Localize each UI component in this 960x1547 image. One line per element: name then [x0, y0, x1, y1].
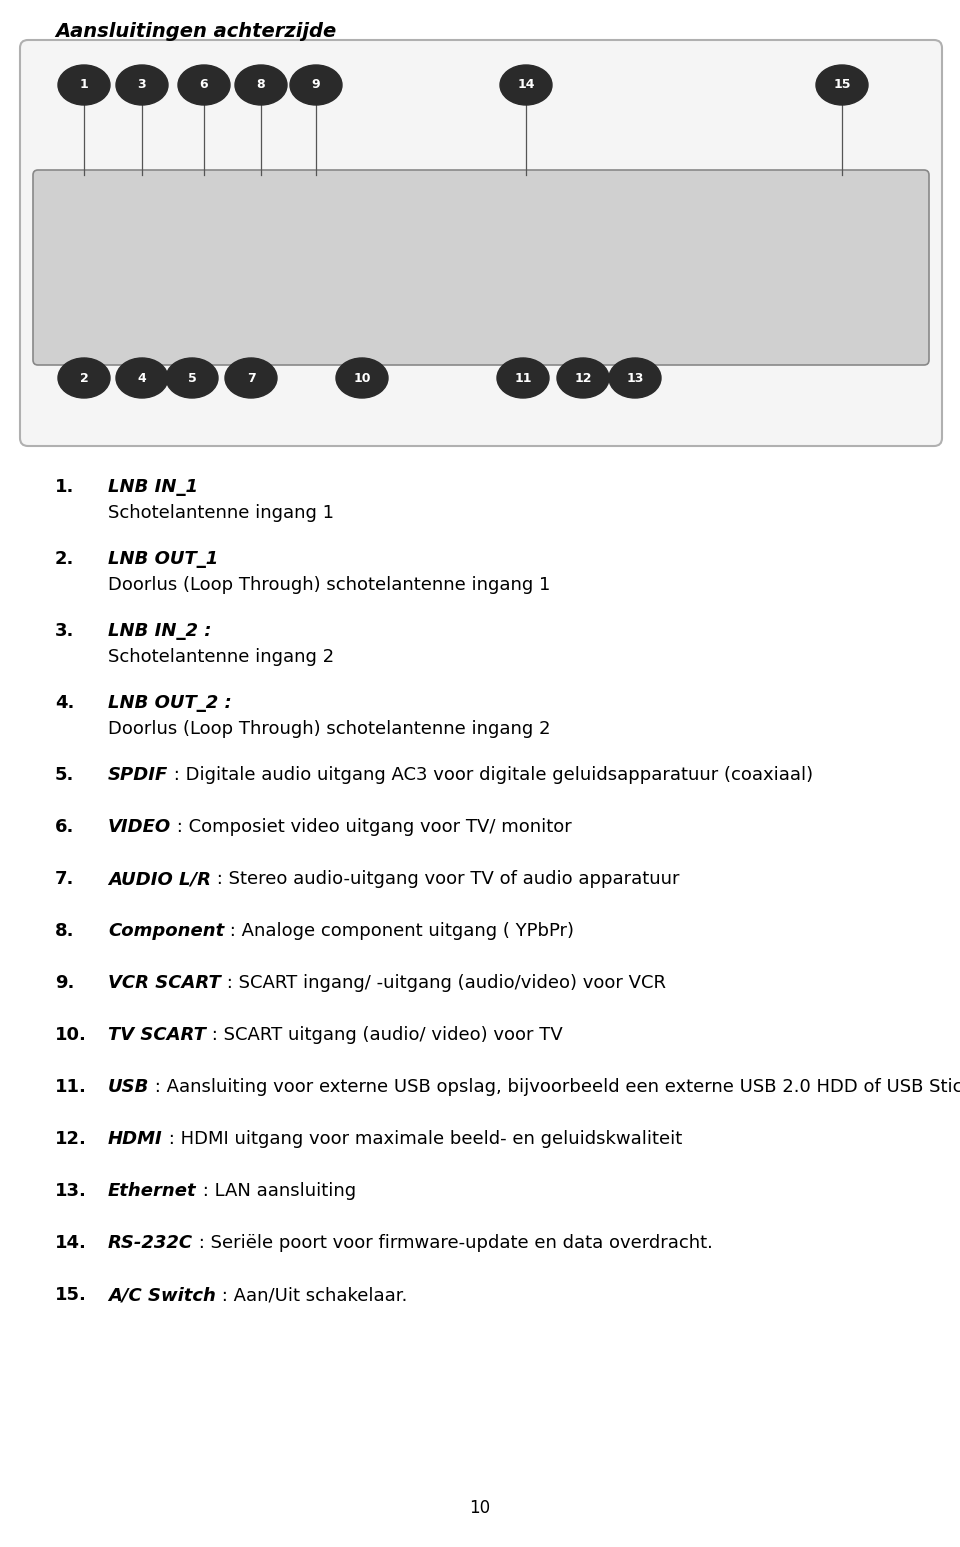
Text: 15.: 15. — [55, 1286, 86, 1304]
Text: 10: 10 — [353, 371, 371, 385]
Ellipse shape — [500, 65, 552, 105]
Text: : SCART uitgang (audio/ video) voor TV: : SCART uitgang (audio/ video) voor TV — [205, 1026, 563, 1044]
Text: 13: 13 — [626, 371, 644, 385]
Text: VCR SCART: VCR SCART — [108, 975, 221, 992]
Ellipse shape — [235, 65, 287, 105]
FancyBboxPatch shape — [33, 170, 929, 365]
Text: HDMI: HDMI — [108, 1129, 163, 1148]
Text: 12: 12 — [574, 371, 591, 385]
Text: 6: 6 — [200, 79, 208, 91]
Text: : Stereo audio-uitgang voor TV of audio apparatuur: : Stereo audio-uitgang voor TV of audio … — [211, 869, 680, 888]
Text: : SCART ingang/ -uitgang (audio/video) voor VCR: : SCART ingang/ -uitgang (audio/video) v… — [221, 975, 665, 992]
Ellipse shape — [557, 357, 609, 398]
Text: Schotelantenne ingang 2: Schotelantenne ingang 2 — [108, 648, 334, 667]
Ellipse shape — [178, 65, 230, 105]
Text: 5: 5 — [187, 371, 197, 385]
Text: 13.: 13. — [55, 1182, 86, 1200]
Text: LNB IN_2 :: LNB IN_2 : — [108, 622, 211, 640]
Text: 2: 2 — [80, 371, 88, 385]
Text: Aansluitingen achterzijde: Aansluitingen achterzijde — [55, 22, 336, 42]
Text: Component: Component — [108, 922, 225, 941]
Text: : Seriële poort voor firmware-update en data overdracht.: : Seriële poort voor firmware-update en … — [193, 1235, 713, 1252]
Text: 8: 8 — [256, 79, 265, 91]
Text: 14: 14 — [517, 79, 535, 91]
Text: 5.: 5. — [55, 766, 74, 784]
Text: Ethernet: Ethernet — [108, 1182, 197, 1200]
Text: LNB OUT_2 :: LNB OUT_2 : — [108, 695, 231, 712]
Text: : LAN aansluiting: : LAN aansluiting — [197, 1182, 356, 1200]
Text: Doorlus (Loop Through) schotelantenne ingang 1: Doorlus (Loop Through) schotelantenne in… — [108, 575, 550, 594]
Text: 15: 15 — [833, 79, 851, 91]
Text: 7: 7 — [247, 371, 255, 385]
Text: 11.: 11. — [55, 1078, 86, 1095]
Text: 11: 11 — [515, 371, 532, 385]
Text: A/C Switch: A/C Switch — [108, 1286, 216, 1304]
Ellipse shape — [116, 65, 168, 105]
Ellipse shape — [497, 357, 549, 398]
Text: 4: 4 — [137, 371, 146, 385]
Ellipse shape — [166, 357, 218, 398]
Text: : Composiet video uitgang voor TV/ monitor: : Composiet video uitgang voor TV/ monit… — [171, 818, 572, 835]
Text: LNB OUT_1: LNB OUT_1 — [108, 551, 218, 568]
Text: 10: 10 — [469, 1499, 491, 1518]
Text: 3.: 3. — [55, 622, 74, 640]
Ellipse shape — [816, 65, 868, 105]
Text: : HDMI uitgang voor maximale beeld- en geluidskwaliteit: : HDMI uitgang voor maximale beeld- en g… — [163, 1129, 682, 1148]
Text: 7.: 7. — [55, 869, 74, 888]
Text: : Aan/Uit schakelaar.: : Aan/Uit schakelaar. — [216, 1286, 407, 1304]
Ellipse shape — [225, 357, 277, 398]
Text: 6.: 6. — [55, 818, 74, 835]
Ellipse shape — [609, 357, 661, 398]
Ellipse shape — [58, 65, 110, 105]
Ellipse shape — [116, 357, 168, 398]
Text: 4.: 4. — [55, 695, 74, 712]
Text: 2.: 2. — [55, 551, 74, 568]
Text: 3: 3 — [137, 79, 146, 91]
Text: 1: 1 — [80, 79, 88, 91]
Text: USB: USB — [108, 1078, 150, 1095]
Text: 8.: 8. — [55, 922, 75, 941]
Ellipse shape — [336, 357, 388, 398]
Text: 14.: 14. — [55, 1235, 86, 1252]
Text: 12.: 12. — [55, 1129, 86, 1148]
Text: : Aansluiting voor externe USB opslag, bijvoorbeeld een externe USB 2.0 HDD of U: : Aansluiting voor externe USB opslag, b… — [150, 1078, 960, 1095]
Text: RS-232C: RS-232C — [108, 1235, 193, 1252]
Text: Schotelantenne ingang 1: Schotelantenne ingang 1 — [108, 504, 334, 521]
Text: TV SCART: TV SCART — [108, 1026, 205, 1044]
FancyBboxPatch shape — [20, 40, 942, 446]
Text: : Digitale audio uitgang AC3 voor digitale geluidsapparatuur (coaxiaal): : Digitale audio uitgang AC3 voor digita… — [168, 766, 813, 784]
Ellipse shape — [58, 357, 110, 398]
Text: VIDEO: VIDEO — [108, 818, 171, 835]
Text: 1.: 1. — [55, 478, 74, 497]
Text: : Analoge component uitgang ( YPbPr): : Analoge component uitgang ( YPbPr) — [225, 922, 574, 941]
Text: SPDIF: SPDIF — [108, 766, 168, 784]
Text: LNB IN_1: LNB IN_1 — [108, 478, 198, 497]
Text: AUDIO L/R: AUDIO L/R — [108, 869, 211, 888]
Text: 9.: 9. — [55, 975, 74, 992]
Ellipse shape — [290, 65, 342, 105]
Text: Doorlus (Loop Through) schotelantenne ingang 2: Doorlus (Loop Through) schotelantenne in… — [108, 719, 550, 738]
Text: 9: 9 — [312, 79, 321, 91]
Text: 10.: 10. — [55, 1026, 86, 1044]
